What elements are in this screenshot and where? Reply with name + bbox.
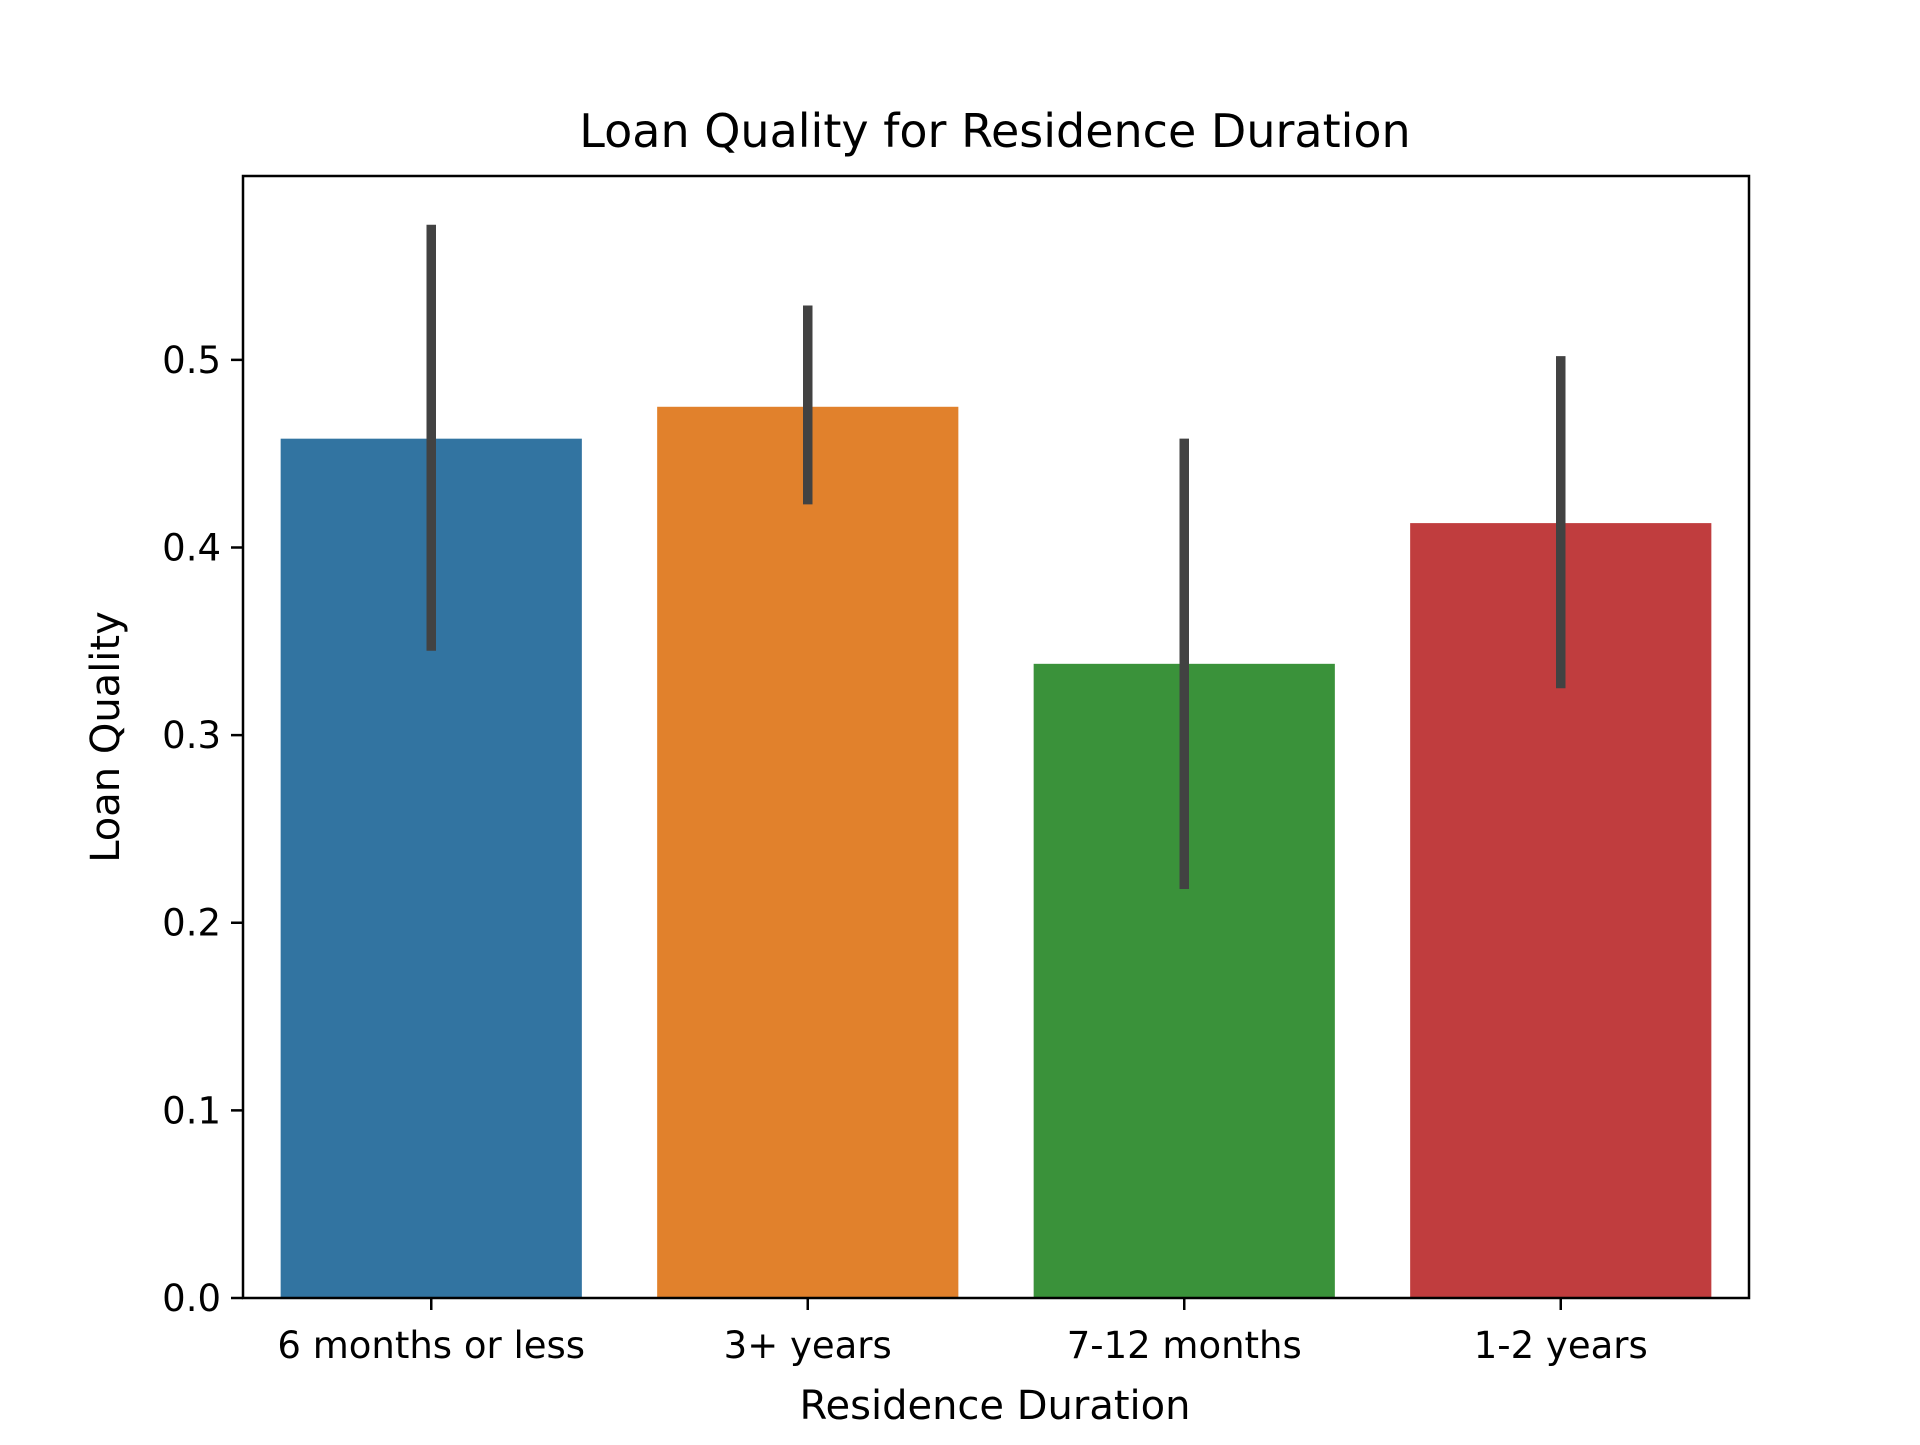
y-tick-label-2: 0.1 bbox=[162, 1089, 221, 1132]
error-bars-group bbox=[426, 224, 1566, 889]
y-tick-label-5: 0.4 bbox=[162, 526, 221, 569]
bars-group bbox=[280, 406, 1712, 1298]
x-axis-ticks: 6 months or less 3+ years 7-12 months 1-2 y… bbox=[277, 1298, 1648, 1367]
x-axis-label: Residence Duration bbox=[800, 1383, 1191, 1429]
y-tick-label-6: 0.5 bbox=[162, 339, 221, 382]
x-tick-label-4: 1-2 years bbox=[1474, 1324, 1648, 1367]
y-tick-label-4: 0.3 bbox=[162, 714, 221, 757]
x-tick-label-3: 7-12 months bbox=[1067, 1324, 1302, 1367]
x-tick-label-2: 3+ years bbox=[724, 1324, 892, 1367]
y-tick-label-1: 0.0 bbox=[162, 1277, 221, 1320]
plot-frame bbox=[241, 174, 1751, 1300]
y-tick-label-3: 0.2 bbox=[162, 902, 221, 945]
bar-2 bbox=[657, 406, 959, 1298]
y-axis-ticks: 0.0 0.1 0.2 0.3 0.4 0.5 bbox=[162, 339, 243, 1320]
chart-title: Loan Quality for Residence Duration bbox=[579, 104, 1410, 158]
y-axis-label: Loan Quality bbox=[83, 611, 129, 863]
x-tick-label-1: 6 months or less bbox=[277, 1324, 585, 1367]
